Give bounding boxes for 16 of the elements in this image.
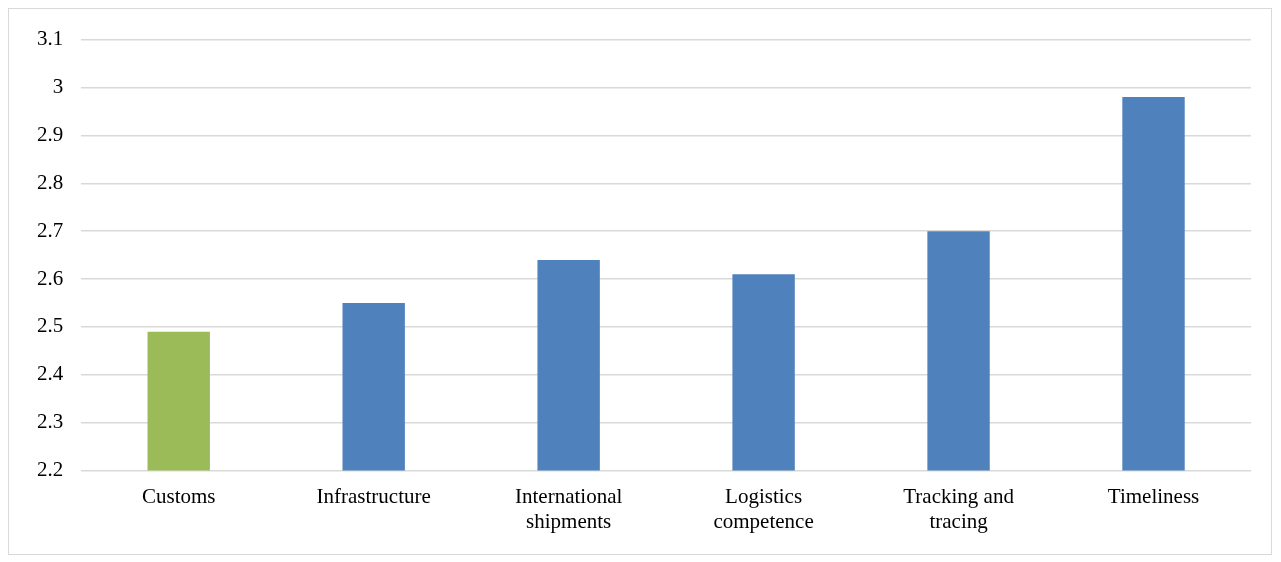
x-tick-label: Logistics competence xyxy=(713,483,814,533)
y-tick-label: 2.7 xyxy=(37,217,64,242)
x-tick-label: Customs xyxy=(141,483,216,508)
y-tick-label: 2.6 xyxy=(37,265,64,290)
x-tick-label: Timeliness xyxy=(1107,483,1200,508)
y-tick-label: 2.4 xyxy=(37,361,64,386)
y-tick-label: 3.1 xyxy=(37,26,64,51)
y-tick-label: 2.9 xyxy=(37,121,64,146)
y-tick-label: 3 xyxy=(52,74,64,98)
x-tick-label: Infrastructure xyxy=(316,483,431,508)
x-tick-label: Tracking and tracing xyxy=(903,483,1015,533)
x-tick-label: International shipments xyxy=(515,483,623,533)
y-tick-label: 2.2 xyxy=(37,457,64,482)
y-tick-label: 2.5 xyxy=(37,313,64,338)
y-tick-label: 2.8 xyxy=(37,169,64,194)
y-tick-label: 2.3 xyxy=(37,409,64,434)
